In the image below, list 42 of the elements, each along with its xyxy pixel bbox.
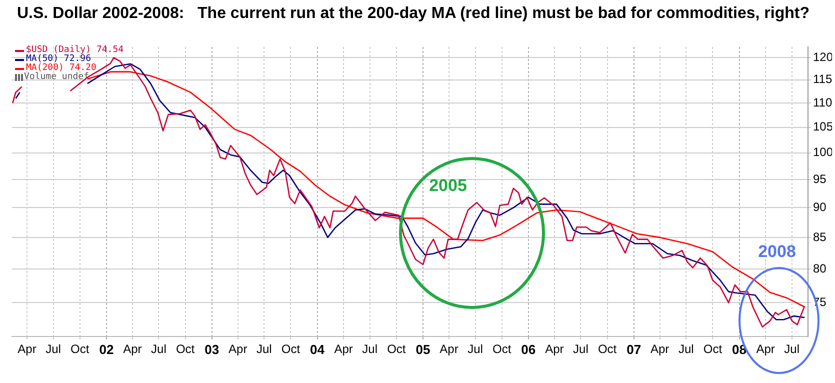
y-tick-label: 80 — [813, 261, 827, 276]
x-tick-label: 07 — [626, 342, 642, 357]
x-tick-label: Jul — [678, 342, 694, 356]
x-tick-label: Oct — [387, 342, 406, 356]
chart-title: U.S. Dollar 2002-2008: The current run at the 200-day MA (red line) must be bad for commodities, right? — [17, 5, 810, 23]
y-tick-label: 95 — [813, 172, 827, 186]
x-tick-label: Oct — [492, 342, 512, 356]
y-tick-label: 110 — [813, 95, 832, 110]
x-tick-label: Oct — [70, 342, 90, 356]
x-tick-label: Apr — [756, 342, 775, 356]
annotation: 2008 — [758, 242, 796, 262]
x-tick-label: Oct — [703, 342, 723, 356]
x-tick-label: 06 — [521, 342, 536, 357]
legend-label: $USD (Daily) 74.54 — [26, 45, 124, 55]
y-tick-label: 85 — [813, 230, 827, 244]
x-tick-label: Oct — [176, 342, 196, 356]
legend-label: MA(50) 72.96 — [26, 54, 92, 64]
x-tick-label: 05 — [416, 342, 430, 357]
annotation: Volume undef — [24, 72, 90, 82]
x-tick-label: Apr — [545, 342, 564, 356]
x-tick-label: Jul — [151, 342, 166, 356]
x-tick-label: Jul — [573, 342, 588, 356]
y-tick-label: 115 — [813, 72, 832, 86]
x-tick-label: Oct — [281, 342, 301, 356]
x-tick-label: 02 — [99, 342, 114, 357]
annotation: 2005 — [429, 176, 467, 196]
x-tick-label: Jul — [256, 342, 272, 356]
x-tick-label: Apr — [123, 342, 142, 356]
x-tick-label: Apr — [334, 342, 353, 356]
legend-label: MA(200) 74.20 — [26, 63, 96, 73]
x-tick-label: 03 — [204, 342, 220, 357]
x-tick-label: Jul — [46, 342, 61, 356]
y-tick-label: 90 — [813, 200, 827, 214]
x-tick-label: Jul — [362, 342, 378, 356]
x-tick-label: Jul — [468, 342, 483, 356]
x-tick-label: Apr — [18, 342, 36, 356]
x-tick-label: Jul — [784, 342, 800, 356]
x-tick-label: Oct — [598, 342, 618, 356]
x-tick-label: Apr — [650, 342, 670, 356]
x-tick-label: Apr — [440, 342, 458, 356]
x-tick-label: Apr — [228, 342, 248, 356]
x-tick-label: 04 — [310, 342, 326, 357]
